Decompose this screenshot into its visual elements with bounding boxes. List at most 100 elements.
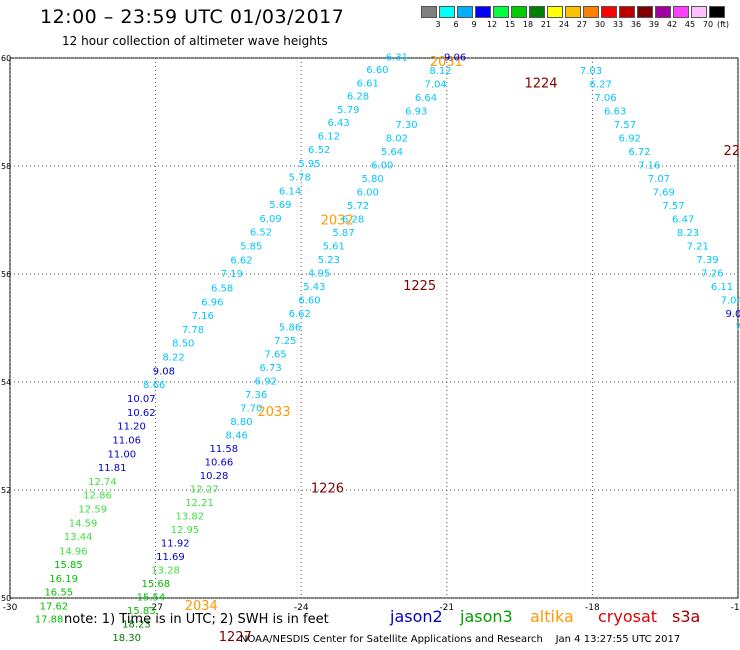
note-text: note: 1) Time is in UTC; 2) SWH is in fe… <box>64 612 329 627</box>
wave-height-point: 5.72 <box>347 201 369 212</box>
wave-height-point: 7.16 <box>638 161 660 172</box>
wave-height-point: 10.07 <box>127 394 156 405</box>
wave-height-point: 13.82 <box>175 512 204 523</box>
lon-tick-label: -24 <box>294 603 309 613</box>
wave-height-point: 5.80 <box>361 174 383 185</box>
lon-tick-label: -15 <box>731 603 740 613</box>
colorbar-tick-label: 27 <box>576 20 588 29</box>
wave-height-point: 6.92 <box>619 134 641 145</box>
wave-height-point: 11.69 <box>156 552 185 563</box>
wave-height-point: 5.95 <box>298 159 320 170</box>
wave-height-point: 7.30 <box>395 120 417 131</box>
wave-height-point: 5.79 <box>337 105 359 116</box>
wave-height-point: 10.66 <box>205 458 234 469</box>
wave-height-point: 8.12 <box>429 66 451 77</box>
wave-height-point: 5.86 <box>279 323 301 334</box>
lat-tick-label: 50 <box>1 594 11 603</box>
colorbar-tick-label: 3 <box>435 20 441 29</box>
colorbar-swatch <box>547 6 563 18</box>
wave-height-point: 6.96 <box>201 297 223 308</box>
wave-height-point: 6.28 <box>342 215 364 226</box>
colorbar-swatch <box>709 6 725 18</box>
legend-jason3: jason3 <box>460 607 513 626</box>
colorbar-tick-label: 42 <box>666 20 678 29</box>
lat-tick-label: 54 <box>1 378 11 387</box>
colorbar-tick-label: 15 <box>504 20 516 29</box>
wave-height-point: 11.92 <box>161 539 190 550</box>
legend-altika: altika <box>530 607 574 626</box>
colorbar-swatch <box>529 6 545 18</box>
wave-height-point: 12.95 <box>171 525 200 536</box>
wave-height-point: 6.73 <box>260 363 282 374</box>
wave-height-point: 7.21 <box>687 242 709 253</box>
wave-height-point: 6.43 <box>327 118 349 129</box>
wave-height-point: 10.62 <box>127 408 156 419</box>
colorbar-tick-label: 70 <box>702 20 714 29</box>
wave-height-point: 7.04 <box>425 80 447 91</box>
wave-height-point: 6.52 <box>250 228 272 239</box>
wave-height-point: 11.20 <box>117 422 146 433</box>
wave-height-point: 11.58 <box>209 444 238 455</box>
wave-height-point: 12.86 <box>83 491 112 502</box>
wave-height-point: 11.81 <box>98 463 127 474</box>
wave-height-point: 7.26 <box>701 269 723 280</box>
colorbar-swatch <box>511 6 527 18</box>
wave-height-point: 7.57 <box>614 120 636 131</box>
colorbar-tick-label: 18 <box>522 20 534 29</box>
colorbar-swatch <box>637 6 653 18</box>
wave-height-point: 7.04 <box>721 296 740 307</box>
wave-height-point: 7.78 <box>182 325 204 336</box>
wave-height-point: 7.07 <box>648 174 670 185</box>
wave-height-point: 16.55 <box>44 587 73 598</box>
wave-height-point: 5.69 <box>269 200 291 211</box>
colorbar-swatch <box>421 6 437 18</box>
wave-height-point: 15.54 <box>137 593 166 604</box>
wave-height-point: 18.23 <box>122 620 151 631</box>
wave-height-point: 14.59 <box>69 519 98 530</box>
generated-timestamp: Jan 4 13:27:55 UTC 2017 <box>555 634 681 645</box>
wave-height-point: 7.70 <box>240 404 262 415</box>
wave-height-point: 8.66 <box>143 380 165 391</box>
wave-height-point: 9.06 <box>444 53 466 64</box>
wave-height-point: 8.02 <box>386 134 408 145</box>
wave-height-point: 7.65 <box>264 350 286 361</box>
wave-height-point: 7.06 <box>594 93 616 104</box>
wave-height-point: 6.52 <box>308 145 330 156</box>
orbit-time-label: 2034 <box>185 599 218 614</box>
wave-height-point: 15.68 <box>142 579 171 590</box>
wave-height-point: 6.62 <box>289 309 311 320</box>
colorbar-swatch <box>583 6 599 18</box>
wave-height-point: 6.60 <box>366 65 388 76</box>
wave-height-point: 8.22 <box>162 352 184 363</box>
wave-height-point: 13.28 <box>151 566 180 577</box>
orbit-time-label: 1227 <box>219 630 252 645</box>
wave-height-point: 7.19 <box>221 269 243 280</box>
wave-height-point: 5.85 <box>240 242 262 253</box>
wave-height-point: 6.12 <box>318 132 340 143</box>
colorbar-swatch <box>457 6 473 18</box>
colorbar-unit: (ft) <box>717 20 730 29</box>
legend-jason2: jason2 <box>390 607 443 626</box>
wave-height-point: 8.23 <box>677 228 699 239</box>
colorbar-swatch <box>673 6 689 18</box>
legend-s3a: s3a <box>672 607 701 626</box>
wave-height-point: 5.64 <box>381 147 403 158</box>
orbit-time-label: 2032 <box>321 213 354 228</box>
colorbar-tick-label: 21 <box>540 20 552 29</box>
colorbar-swatch <box>619 6 635 18</box>
colorbar-tick-label: 6 <box>453 20 459 29</box>
colorbar-tick-label: 9 <box>471 20 477 29</box>
wave-height-point: 6.14 <box>279 187 301 198</box>
lon-tick-label: -27 <box>148 603 163 613</box>
wave-height-point: 15.85 <box>54 560 83 571</box>
lat-tick-label: 52 <box>1 486 11 495</box>
wave-height-point: 6.61 <box>357 79 379 90</box>
wave-height-point: 6.28 <box>347 92 369 103</box>
lon-tick-label: -21 <box>439 603 454 613</box>
orbit-time-label: 1225 <box>403 279 436 294</box>
wave-height-point: 5.87 <box>332 228 354 239</box>
colorbar-swatch <box>475 6 491 18</box>
wave-height-point: 5.61 <box>323 242 345 253</box>
orbit-time-label: 1226 <box>311 482 344 497</box>
wave-height-point: 15.83 <box>127 606 156 617</box>
